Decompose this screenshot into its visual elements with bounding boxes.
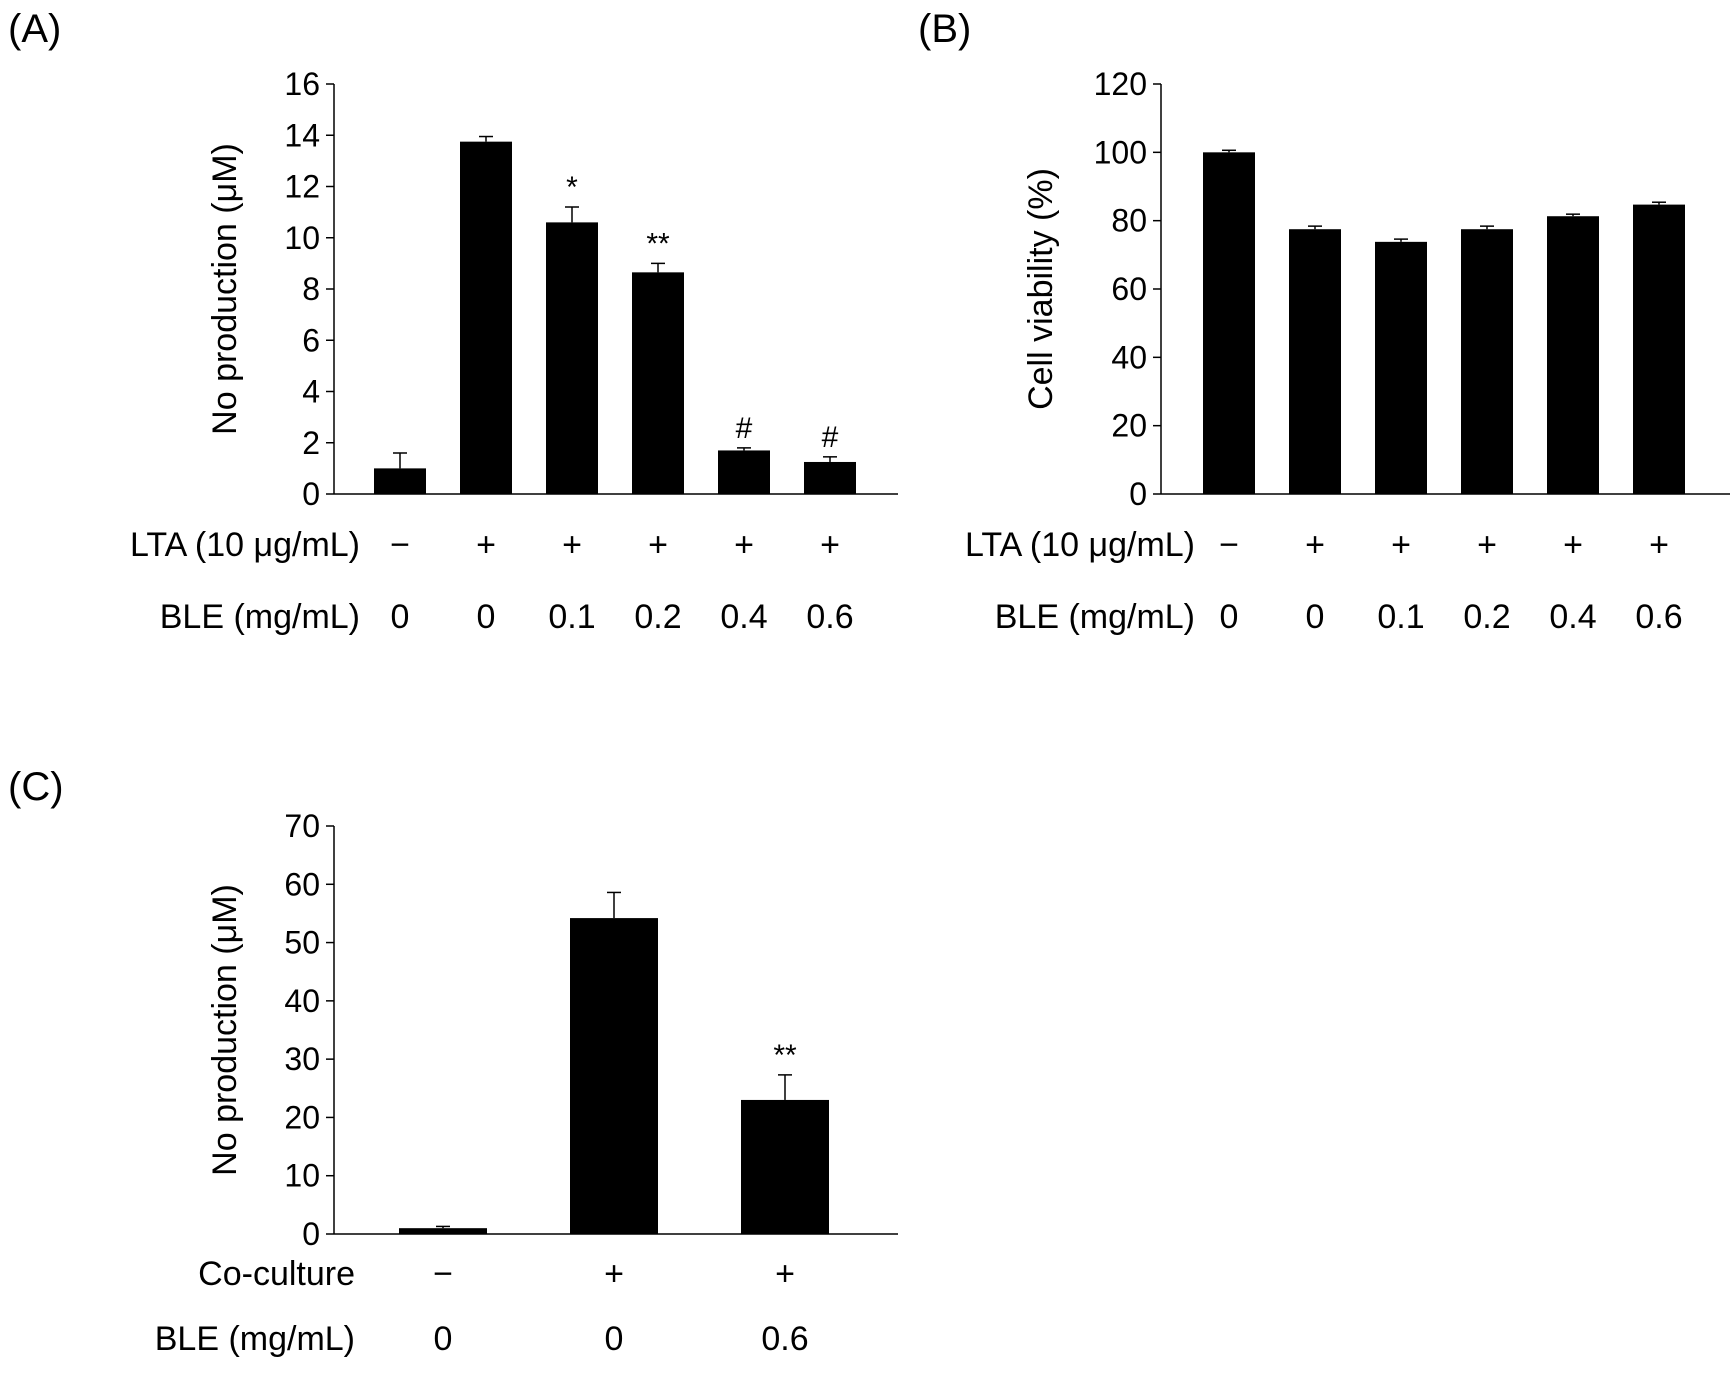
row-value: + [1477,526,1497,564]
row-value: 0 [391,598,410,636]
y-tick-label: 10 [284,1158,320,1194]
significance-label: * [566,171,578,204]
bar [632,272,684,494]
row-value: 0.6 [1635,598,1682,636]
panel-b-label: (B) [918,7,971,51]
y-tick-label: 20 [284,1099,320,1135]
row-value: 0.4 [720,598,767,636]
y-tick-label: 60 [1111,271,1147,307]
row-value: 0.2 [634,598,681,636]
row-label: BLE (mg/mL) [160,598,360,636]
row-value: + [820,526,840,564]
panel-c-label: (C) [8,765,64,809]
y-tick-label: 0 [1129,476,1147,512]
row-value: 0.6 [761,1320,808,1358]
bar [1203,152,1255,495]
y-axis-title: No production (μM) [206,143,244,435]
y-tick-label: 8 [302,271,320,307]
row-value: 0.6 [806,598,853,636]
row-label: BLE (mg/mL) [995,598,1195,636]
bar [1289,229,1341,495]
y-tick-label: 0 [302,476,320,512]
significance-label: # [736,412,753,445]
y-tick-label: 16 [284,66,320,102]
y-tick-label: 4 [302,374,320,410]
row-value: + [775,1255,795,1293]
y-tick-label: 100 [1094,134,1147,170]
y-tick-label: 80 [1111,203,1147,239]
y-tick-label: 20 [1111,408,1147,444]
panel-b: (B) 0 20 40 60 80 100 120 Cell viability (%) LTA… [918,7,1730,636]
row-value: + [734,526,754,564]
bar [804,461,856,494]
row-value: + [1649,526,1669,564]
y-tick-label: 40 [1111,339,1147,375]
row-value: 0 [1306,598,1325,636]
row-value: − [433,1255,453,1293]
significance-label: ** [773,1039,797,1072]
bar [374,468,426,494]
y-tick-label: 50 [284,925,320,961]
row-label: Co-culture [198,1255,355,1293]
bar [460,141,512,494]
row-value: + [648,526,668,564]
row-value: − [390,526,410,564]
row-value: 0 [434,1320,453,1358]
bar [718,450,770,494]
y-tick-label: 12 [284,169,320,205]
bar [570,918,658,1234]
row-value: 0.4 [1549,598,1596,636]
row-value: + [1305,526,1325,564]
panel-c-plot: 0 10 20 30 40 50 60 70 No production (μM) ** Co-cu… [155,808,898,1358]
y-tick-label: 0 [302,1216,320,1252]
row-value: 0 [477,598,496,636]
bar [1375,241,1427,494]
y-tick-label: 2 [302,425,320,461]
panel-a-label: (A) [8,7,61,51]
y-tick-label: 6 [302,322,320,358]
bar [1633,204,1685,494]
row-value: 0.1 [548,598,595,636]
row-value: 0 [1220,598,1239,636]
row-value: 0.2 [1463,598,1510,636]
bar [546,222,598,494]
y-tick-label: 14 [284,117,320,153]
row-value: 0 [605,1320,624,1358]
row-label: LTA (10 μg/mL) [130,526,360,564]
y-tick-label: 60 [284,866,320,902]
row-value: + [604,1255,624,1293]
row-value: + [1563,526,1583,564]
bar [1547,216,1599,494]
row-value: − [1219,526,1239,564]
y-axis-title: No production (μM) [206,884,244,1176]
significance-label: ** [646,227,670,260]
panel-b-plot: 0 20 40 60 80 100 120 Cell viability (%) LTA (10… [965,66,1730,636]
y-tick-label: 70 [284,808,320,844]
row-value: + [1391,526,1411,564]
bar [399,1228,487,1234]
bar [741,1099,829,1234]
row-label: BLE (mg/mL) [155,1320,355,1358]
row-value: + [562,526,582,564]
y-tick-label: 30 [284,1041,320,1077]
y-tick-label: 120 [1094,66,1147,102]
bar [1461,229,1513,495]
row-value: 0.1 [1377,598,1424,636]
row-label: LTA (10 μg/mL) [965,526,1195,564]
y-axis-title: Cell viability (%) [1022,168,1060,410]
y-tick-label: 10 [284,220,320,256]
panel-c: (C) 0 10 20 30 40 50 60 70 No production (μM) ** C… [8,765,898,1358]
row-value: + [476,526,496,564]
y-tick-label: 40 [284,983,320,1019]
significance-label: # [822,421,839,454]
